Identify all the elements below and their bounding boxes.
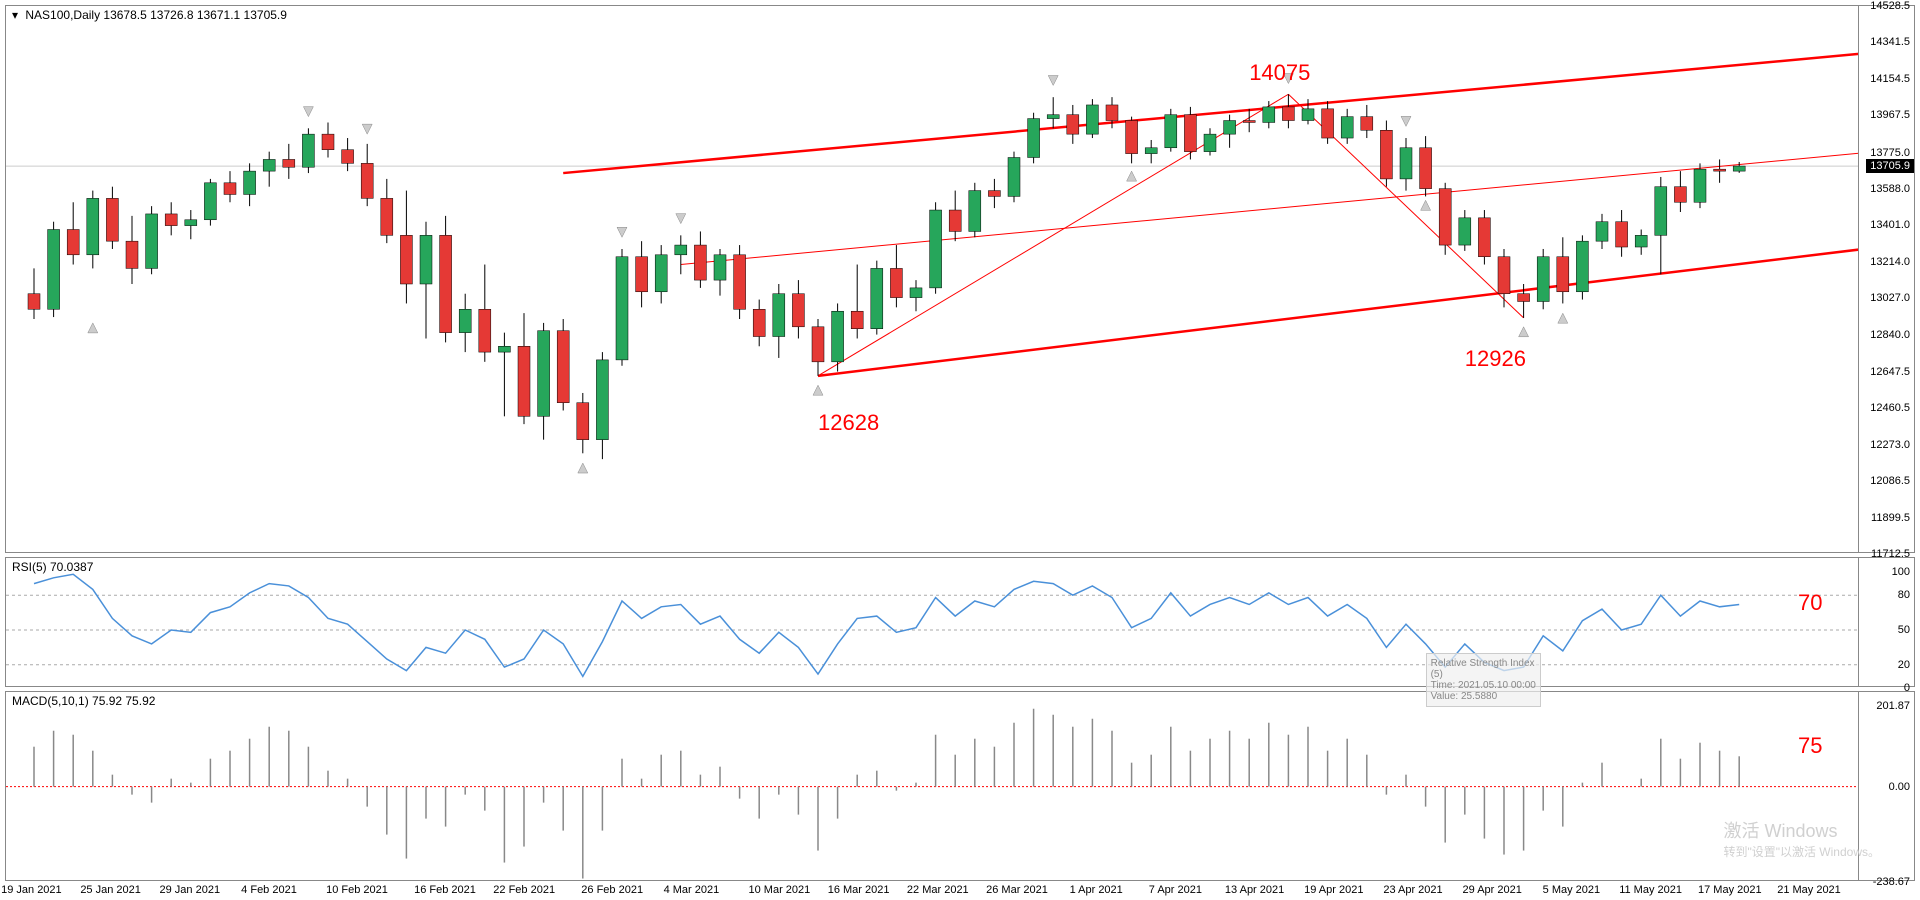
macd-panel[interactable]: MACD(5,10,1) 75.92 75.92 201.870.00-238.… — [5, 691, 1915, 881]
current-price-tag: 13705.9 — [1866, 159, 1914, 173]
x-tick: 26 Mar 2021 — [986, 884, 1048, 896]
x-tick: 19 Jan 2021 — [1, 884, 62, 896]
x-tick: 10 Feb 2021 — [326, 884, 388, 896]
x-tick: 13 Apr 2021 — [1225, 884, 1284, 896]
x-tick: 10 Mar 2021 — [749, 884, 811, 896]
y-tick: 14528.5 — [1870, 0, 1910, 12]
price-y-axis: 14528.514341.514154.513967.513775.013588… — [1858, 6, 1914, 552]
x-tick: 21 May 2021 — [1777, 884, 1841, 896]
y-tick: 50 — [1898, 624, 1910, 636]
rsi-panel[interactable]: RSI(5) 70.0387 0205080100 70 Relative St… — [5, 557, 1915, 687]
rsi-y-axis: 0205080100 — [1858, 558, 1914, 686]
x-tick: 16 Mar 2021 — [828, 884, 890, 896]
x-tick: 19 Apr 2021 — [1304, 884, 1363, 896]
y-tick: 0.00 — [1889, 781, 1910, 793]
price-svg — [6, 6, 1860, 554]
y-tick: 13401.0 — [1870, 219, 1910, 231]
y-tick: 13588.0 — [1870, 183, 1910, 195]
y-tick: 20 — [1898, 659, 1910, 671]
y-tick: 12647.5 — [1870, 366, 1910, 378]
x-tick: 29 Jan 2021 — [160, 884, 221, 896]
y-tick: 13027.0 — [1870, 292, 1910, 304]
y-tick: 201.87 — [1876, 700, 1910, 712]
y-tick: 13214.0 — [1870, 256, 1910, 268]
y-tick: 14154.5 — [1870, 73, 1910, 85]
price-annotation: 12926 — [1465, 346, 1526, 372]
y-tick: 100 — [1892, 566, 1910, 578]
chart-container: ▾ NAS100,Daily 13678.5 13726.8 13671.1 1… — [0, 0, 1920, 900]
rsi-tooltip: Relative Strength Index(5)Time: 2021.05.… — [1426, 653, 1541, 707]
rsi-panel-label: RSI(5) 70.0387 — [12, 560, 93, 574]
y-tick: 11899.5 — [1871, 512, 1910, 524]
windows-watermark: 激活 Windows 转到"设置"以激活 Windows。 — [1723, 817, 1880, 860]
rsi-svg — [6, 558, 1860, 688]
macd-annotation: 75 — [1798, 733, 1822, 759]
x-tick: 17 May 2021 — [1698, 884, 1762, 896]
x-tick: 26 Feb 2021 — [581, 884, 643, 896]
price-panel-label: ▾ NAS100,Daily 13678.5 13726.8 13671.1 1… — [12, 8, 287, 22]
x-tick: 23 Apr 2021 — [1383, 884, 1442, 896]
x-tick: 25 Jan 2021 — [80, 884, 141, 896]
x-axis: 19 Jan 202125 Jan 202129 Jan 20214 Feb 2… — [5, 882, 1859, 898]
y-tick: -238.67 — [1873, 876, 1910, 888]
rsi-annotation: 70 — [1798, 590, 1822, 616]
y-tick: 80 — [1898, 589, 1910, 601]
price-panel[interactable]: ▾ NAS100,Daily 13678.5 13726.8 13671.1 1… — [5, 5, 1915, 553]
x-tick: 5 May 2021 — [1543, 884, 1600, 896]
y-tick: 12086.5 — [1870, 475, 1910, 487]
x-tick: 29 Apr 2021 — [1463, 884, 1522, 896]
y-tick: 12840.0 — [1870, 329, 1910, 341]
x-tick: 4 Mar 2021 — [664, 884, 720, 896]
y-tick: 12460.5 — [1870, 402, 1910, 414]
y-tick: 14341.5 — [1870, 36, 1910, 48]
x-tick: 16 Feb 2021 — [414, 884, 476, 896]
macd-svg — [6, 692, 1860, 882]
x-tick: 1 Apr 2021 — [1070, 884, 1123, 896]
y-tick: 13775.0 — [1870, 147, 1910, 159]
price-annotation: 14075 — [1249, 60, 1310, 86]
x-tick: 7 Apr 2021 — [1149, 884, 1202, 896]
y-tick: 12273.0 — [1870, 439, 1910, 451]
macd-panel-label: MACD(5,10,1) 75.92 75.92 — [12, 694, 155, 708]
price-annotation: 12628 — [818, 410, 879, 436]
x-tick: 4 Feb 2021 — [241, 884, 297, 896]
x-tick: 22 Mar 2021 — [907, 884, 969, 896]
y-tick: 13967.5 — [1870, 109, 1910, 121]
x-tick: 11 May 2021 — [1619, 884, 1682, 896]
dropdown-icon[interactable]: ▾ — [12, 8, 18, 22]
x-tick: 22 Feb 2021 — [493, 884, 555, 896]
